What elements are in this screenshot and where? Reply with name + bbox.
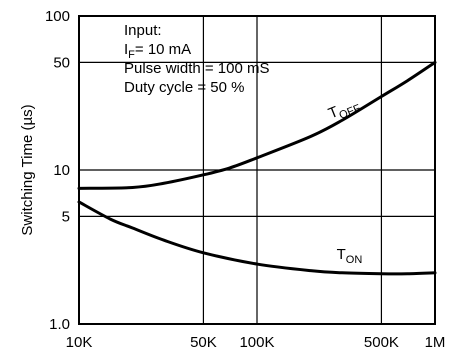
series-layer — [77, 60, 437, 276]
x-tick-label: 10K — [66, 334, 93, 351]
series-label-on: TON — [337, 246, 363, 266]
y-axis-label: Switching Time (µs) — [19, 104, 36, 235]
x-tick-label: 50K — [190, 334, 217, 351]
series-line-on — [77, 200, 437, 276]
y-tick-label: 5 — [62, 208, 70, 225]
annotation-line: Duty cycle = 50 % — [124, 79, 244, 96]
x-tick-label: 100K — [239, 334, 274, 351]
y-tick-label: 1.0 — [49, 316, 70, 333]
plot-frame — [78, 15, 436, 325]
series-line-off — [77, 60, 437, 190]
x-tick-label: 500K — [364, 334, 399, 351]
y-tick-label: 50 — [53, 54, 70, 71]
x-tick-label: 1M — [425, 334, 446, 351]
y-tick-label: 100 — [45, 8, 70, 25]
annotation-line: Input: — [124, 22, 162, 39]
series-label-off: TOFF — [326, 95, 363, 125]
annotation-line: Pulse width = 100 mS — [124, 60, 270, 77]
annotation-line: IF= 10 mA — [124, 41, 191, 61]
tick-labels: 10K 50K 100K 500K 1M 1.0 5 10 50 100 — [45, 8, 445, 351]
y-tick-label: 10 — [53, 162, 70, 179]
labels: Switching Time (µs) Input: IF= 10 mAPulse … — [19, 22, 363, 266]
grid — [79, 16, 435, 324]
